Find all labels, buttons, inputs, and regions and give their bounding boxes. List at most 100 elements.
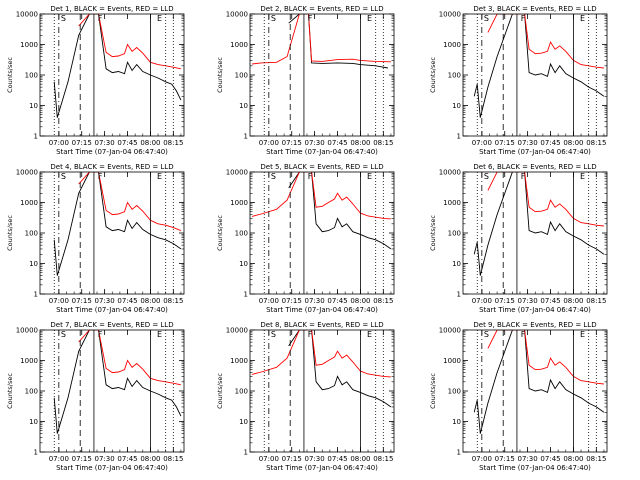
marker-label: E [367, 330, 372, 339]
marker-label: F [308, 330, 313, 339]
marker-label: E [157, 14, 162, 23]
marker-label: S [484, 172, 489, 181]
series-line-lld [251, 330, 391, 378]
plot-frame [39, 13, 185, 137]
y-tick-label: 10 [29, 418, 38, 426]
x-tick-label: 07:00 [259, 139, 279, 147]
y-axis-label: Counts/sec [429, 373, 437, 409]
y-tick-label: 1000 [230, 199, 248, 207]
y-tick-label: 10 [239, 418, 248, 426]
y-axis-label: Counts/sec [216, 57, 224, 93]
x-tick-label: 07:45 [117, 139, 137, 147]
x-tick-label: 07:45 [327, 297, 347, 305]
series-line-lld [487, 330, 604, 385]
x-axis-label: Start Time (07-Jan-04 06:47:40) [266, 464, 378, 472]
x-tick-label: 07:30 [95, 297, 115, 305]
x-tick-label: 07:45 [117, 297, 137, 305]
chart-title: Det 4, BLACK = Events, RED = LLD [50, 163, 173, 171]
x-tick-label: 07:15 [72, 139, 92, 147]
marker-label: S [484, 330, 489, 339]
series-line-lld [78, 172, 182, 232]
x-tick-label: 07:15 [282, 139, 302, 147]
series-line-lld [487, 14, 604, 69]
x-tick-label: 07:30 [518, 139, 538, 147]
plot-frame [249, 171, 395, 295]
y-tick-label: 100 [235, 388, 248, 396]
y-tick-label: 1 [244, 449, 248, 457]
plot-frame [249, 329, 395, 453]
y-tick-label: 100 [235, 72, 248, 80]
series-line-lld [487, 172, 604, 227]
y-tick-label: 10 [29, 260, 38, 268]
x-tick-label: 08:00 [140, 455, 160, 463]
chart-title: Det 8, BLACK = Events, RED = LLD [260, 321, 383, 329]
y-tick-label: 1 [34, 133, 38, 141]
y-axis-label: Counts/sec [6, 215, 14, 251]
x-tick-label: 08:15 [586, 455, 606, 463]
x-axis-label: Start Time (07-Jan-04 06:47:40) [266, 306, 378, 314]
marker-label: F [98, 14, 103, 23]
x-tick-label: 08:15 [373, 297, 393, 305]
x-tick-label: 07:45 [540, 139, 560, 147]
x-tick-label: 08:15 [373, 455, 393, 463]
marker-label: F [98, 172, 103, 181]
x-tick-label: 08:00 [563, 139, 583, 147]
x-axis-label: Start Time (07-Jan-04 06:47:40) [56, 306, 168, 314]
x-tick-label: 07:00 [472, 139, 492, 147]
series-line-events [53, 172, 182, 276]
series-line-lld [251, 14, 391, 65]
y-tick-label: 1 [34, 449, 38, 457]
y-axis-label: Counts/sec [429, 215, 437, 251]
x-tick-label: 07:15 [72, 297, 92, 305]
x-tick-label: 07:15 [495, 297, 515, 305]
x-tick-label: 07:30 [95, 139, 115, 147]
series-line-lld [251, 172, 391, 220]
x-tick-label: 08:00 [350, 297, 370, 305]
x-tick-label: 08:00 [563, 297, 583, 305]
y-axis-label: Counts/sec [216, 373, 224, 409]
x-tick-label: 07:30 [305, 297, 325, 305]
x-tick-label: 07:30 [305, 139, 325, 147]
plot-area [53, 172, 182, 276]
marker-label: S [484, 14, 489, 23]
plot-frame [39, 329, 185, 453]
y-tick-label: 10000 [439, 11, 461, 19]
x-tick-label: 08:15 [163, 455, 183, 463]
x-tick-label: 08:00 [563, 455, 583, 463]
x-axis-label: Start Time (07-Jan-04 06:47:40) [479, 306, 591, 314]
x-axis-label: Start Time (07-Jan-04 06:47:40) [479, 464, 591, 472]
y-tick-label: 10000 [226, 169, 248, 177]
x-tick-label: 07:00 [49, 297, 69, 305]
x-tick-label: 07:15 [72, 455, 92, 463]
y-tick-label: 1000 [443, 199, 461, 207]
y-tick-label: 1 [457, 291, 461, 299]
y-tick-label: 100 [25, 388, 38, 396]
y-tick-label: 1000 [443, 357, 461, 365]
y-tick-label: 10000 [16, 11, 38, 19]
y-tick-label: 1000 [20, 41, 38, 49]
y-tick-label: 1000 [230, 41, 248, 49]
marker-label: E [580, 172, 585, 181]
plot-area [473, 14, 605, 118]
marker-label: F [521, 14, 526, 23]
x-tick-label: 08:15 [586, 297, 606, 305]
y-tick-label: 100 [448, 388, 461, 396]
marker-label: S [61, 172, 66, 181]
chart-title: Det 7, BLACK = Events, RED = LLD [50, 321, 173, 329]
y-tick-label: 10000 [16, 169, 38, 177]
chart-title: Det 1, BLACK = Events, RED = LLD [50, 5, 173, 13]
x-tick-label: 07:00 [259, 297, 279, 305]
x-tick-label: 07:15 [282, 297, 302, 305]
marker-label: E [367, 14, 372, 23]
x-tick-label: 08:15 [586, 139, 606, 147]
chart-title: Det 6, BLACK = Events, RED = LLD [473, 163, 596, 171]
plot-area [473, 172, 605, 276]
y-tick-label: 1 [457, 449, 461, 457]
marker-label: S [271, 14, 276, 23]
y-tick-label: 1 [34, 291, 38, 299]
y-tick-label: 1000 [20, 199, 38, 207]
x-tick-label: 08:00 [140, 297, 160, 305]
